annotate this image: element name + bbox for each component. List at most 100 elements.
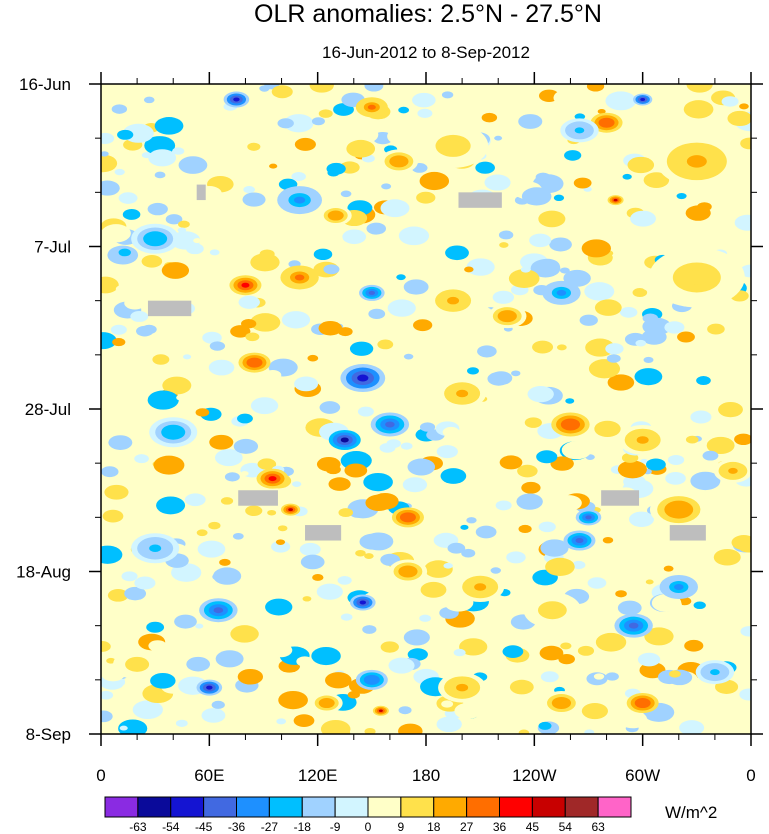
anomaly-cell bbox=[318, 320, 343, 336]
anomaly-cell bbox=[380, 641, 399, 653]
anomaly-cell bbox=[558, 653, 575, 665]
positive-anomaly bbox=[355, 97, 388, 118]
anomaly-cell bbox=[147, 390, 179, 410]
positive-anomaly bbox=[256, 468, 289, 489]
anomaly-contour bbox=[545, 605, 560, 615]
anomaly-cell bbox=[402, 477, 428, 493]
y-tick-label: 8-Sep bbox=[26, 725, 71, 744]
anomaly-cell bbox=[156, 496, 186, 515]
anomaly-cell bbox=[683, 100, 714, 119]
anomaly-cell bbox=[124, 586, 147, 601]
anomaly-cell bbox=[101, 690, 114, 700]
anomaly-contour bbox=[673, 583, 684, 590]
anomaly-contour bbox=[294, 274, 305, 281]
anomaly-cell bbox=[101, 545, 123, 564]
anomaly-cell bbox=[518, 114, 543, 129]
x-tick-label: 0 bbox=[96, 766, 105, 785]
positive-anomaly bbox=[523, 592, 582, 629]
anomaly-contour bbox=[403, 568, 413, 575]
anomaly-cell bbox=[632, 288, 648, 298]
anomaly-cell bbox=[521, 187, 552, 206]
anomaly-cell bbox=[150, 672, 176, 689]
anomaly-contour bbox=[684, 269, 709, 285]
positive-anomaly bbox=[388, 559, 428, 584]
anomaly-cell bbox=[326, 162, 346, 175]
positive-anomaly bbox=[379, 149, 419, 174]
anomaly-cell bbox=[175, 482, 186, 490]
anomaly-cell bbox=[306, 489, 316, 495]
anomaly-cell bbox=[559, 267, 570, 274]
anomaly-cell bbox=[121, 571, 138, 582]
anomaly-cell bbox=[398, 106, 410, 114]
anomaly-cell bbox=[727, 301, 743, 311]
anomaly-cell bbox=[176, 394, 186, 401]
anomaly-cell bbox=[568, 687, 583, 696]
anomaly-cell bbox=[364, 632, 386, 646]
anomaly-cell bbox=[690, 410, 712, 424]
anomaly-cell bbox=[665, 472, 686, 485]
anomaly-cell bbox=[209, 341, 226, 351]
anomaly-cell bbox=[101, 332, 117, 350]
anomaly-cell bbox=[466, 517, 477, 524]
colorbar-swatch bbox=[433, 796, 468, 818]
anomaly-cell bbox=[574, 113, 586, 120]
anomaly-contour bbox=[456, 389, 469, 398]
negative-anomaly bbox=[199, 598, 238, 623]
anomaly-contour bbox=[565, 421, 576, 428]
colorbar-swatch bbox=[170, 796, 205, 818]
anomaly-contour bbox=[167, 428, 180, 436]
anomaly-cell bbox=[538, 721, 552, 730]
anomaly-cell bbox=[119, 725, 128, 731]
anomaly-cell bbox=[518, 729, 530, 734]
anomaly-cell bbox=[245, 332, 260, 342]
colorbar-label: -45 bbox=[195, 820, 213, 834]
anomaly-cell bbox=[108, 435, 133, 450]
anomaly-cell bbox=[693, 601, 706, 610]
anomaly-cell bbox=[643, 172, 670, 188]
anomaly-cell bbox=[307, 354, 319, 362]
anomaly-cell bbox=[250, 313, 281, 332]
anomaly-cell bbox=[605, 343, 624, 355]
y-tick-label: 16-Jun bbox=[19, 75, 71, 94]
colorbar-label: 18 bbox=[427, 820, 441, 834]
anomaly-cell bbox=[174, 614, 197, 629]
negative-anomaly bbox=[350, 594, 376, 611]
anomaly-cell bbox=[491, 476, 516, 492]
anomaly-cell bbox=[521, 481, 541, 494]
anomaly-cell bbox=[106, 657, 116, 664]
anomaly-cell bbox=[213, 567, 242, 585]
x-tick-label: 0 bbox=[746, 766, 755, 785]
anomaly-cell bbox=[487, 371, 510, 386]
anomaly-cell bbox=[294, 376, 319, 392]
anomaly-features bbox=[113, 91, 751, 716]
missing-data-block bbox=[458, 192, 502, 208]
anomaly-cell bbox=[278, 690, 308, 710]
negative-anomaly bbox=[277, 186, 323, 215]
anomaly-cell bbox=[584, 729, 595, 734]
anomaly-cell bbox=[311, 117, 325, 126]
anomaly-cell bbox=[250, 253, 280, 272]
anomaly-cell bbox=[124, 296, 146, 310]
anomaly-cell bbox=[186, 656, 211, 672]
anomaly-cell bbox=[642, 313, 659, 323]
anomaly-cell bbox=[734, 214, 751, 231]
anomaly-cell bbox=[624, 552, 646, 566]
anomaly-cell bbox=[363, 472, 393, 492]
anomaly-cell bbox=[294, 137, 316, 151]
anomaly-cell bbox=[396, 274, 406, 281]
anomaly-cell bbox=[118, 248, 131, 257]
anomaly-contour bbox=[638, 700, 647, 706]
colorbar-swatch bbox=[466, 796, 500, 818]
anomaly-cell bbox=[110, 324, 127, 335]
colorbar-swatch bbox=[367, 796, 402, 818]
anomaly-cell bbox=[265, 598, 293, 616]
anomaly-cell bbox=[634, 368, 663, 386]
anomaly-cell bbox=[524, 417, 542, 428]
positive-anomaly bbox=[319, 205, 352, 226]
anomaly-cell bbox=[499, 242, 509, 248]
anomaly-cell bbox=[553, 89, 580, 106]
anomaly-cell bbox=[224, 472, 240, 482]
anomaly-cell bbox=[177, 227, 187, 233]
anomaly-cell bbox=[230, 325, 251, 338]
anomaly-contour bbox=[322, 700, 331, 706]
